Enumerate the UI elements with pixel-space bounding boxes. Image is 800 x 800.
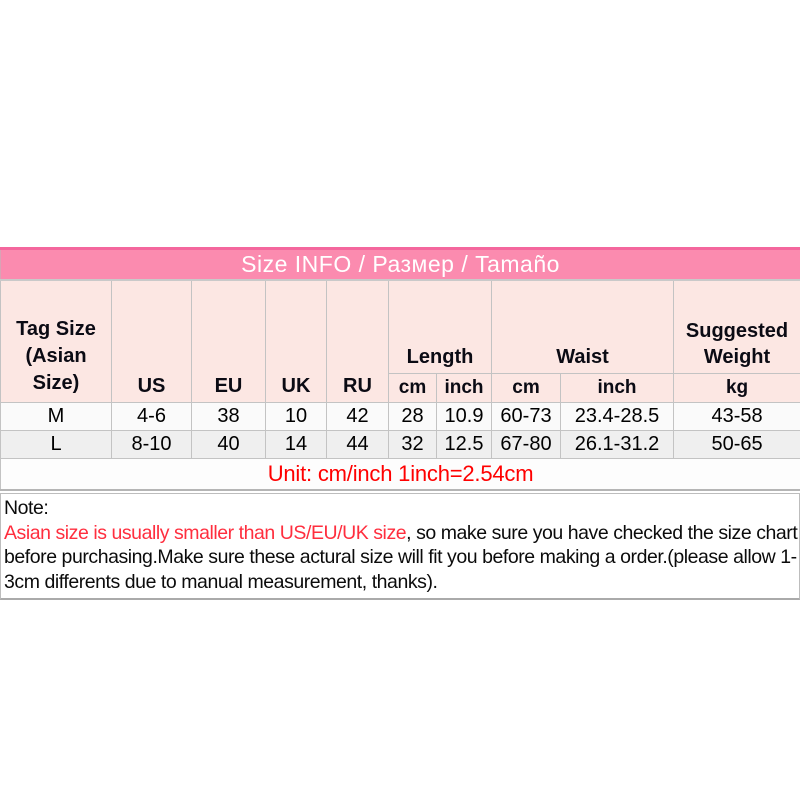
size-table: Size INFO / Размер / Tamaño Tag Size (As… <box>0 247 800 491</box>
cell-length-inch: 10.9 <box>436 402 492 431</box>
col-header-uk: UK <box>265 279 327 403</box>
unit-conversion-note: Unit: cm/inch 1inch=2.54cm <box>0 458 800 491</box>
cell-tag: L <box>0 430 112 459</box>
note-red-text: Asian size is usually smaller than US/EU… <box>4 521 407 544</box>
col-header-tag-size: Tag Size (Asian Size) <box>0 279 112 403</box>
cell-uk: 14 <box>265 430 327 459</box>
size-chart-sheet: Size INFO / Размер / Tamaño Tag Size (As… <box>0 247 800 600</box>
cell-waist-cm: 67-80 <box>491 430 561 459</box>
cell-ru: 42 <box>326 402 389 431</box>
col-header-waist: Waist <box>491 279 674 374</box>
col-header-eu: EU <box>191 279 266 403</box>
col-header-ru: RU <box>326 279 389 403</box>
subheader-waist-inch: inch <box>560 373 674 403</box>
cell-eu: 38 <box>191 402 266 431</box>
note-label: Note: <box>4 497 49 519</box>
cell-length-inch: 12.5 <box>436 430 492 459</box>
cell-eu: 40 <box>191 430 266 459</box>
cell-us: 8-10 <box>111 430 192 459</box>
cell-weight-kg: 43-58 <box>672 402 800 431</box>
cell-waist-inch: 26.1-31.2 <box>560 430 674 459</box>
cell-waist-cm: 60-73 <box>491 402 561 431</box>
subheader-length-cm: cm <box>388 373 437 403</box>
size-info-title-bar: Size INFO / Размер / Tamaño <box>0 247 800 281</box>
note-black-text: , so make sure you have checked the size… <box>4 521 798 593</box>
note-box: Note: Asian size is usually smaller than… <box>0 493 800 600</box>
cell-length-cm: 28 <box>388 402 437 431</box>
cell-ru: 44 <box>326 430 389 459</box>
subheader-weight-kg: kg <box>672 373 800 403</box>
col-header-us: US <box>111 279 192 403</box>
table-row-size-m: M 4-6 38 10 42 28 10.9 60-73 23.4-28.5 4… <box>0 402 800 431</box>
subheader-length-inch: inch <box>436 373 492 403</box>
cell-waist-inch: 23.4-28.5 <box>560 402 674 431</box>
table-row-size-l: L 8-10 40 14 44 32 12.5 67-80 26.1-31.2 … <box>0 430 800 459</box>
cell-us: 4-6 <box>111 402 192 431</box>
cell-uk: 10 <box>265 402 327 431</box>
cell-length-cm: 32 <box>388 430 437 459</box>
col-header-suggested-weight: Suggested Weight <box>672 279 800 374</box>
col-header-length: Length <box>388 279 492 374</box>
cell-tag: M <box>0 402 112 431</box>
note-text: Asian size is usually smaller than US/EU… <box>4 521 798 595</box>
cell-weight-kg: 50-65 <box>672 430 800 459</box>
subheader-waist-cm: cm <box>491 373 561 403</box>
